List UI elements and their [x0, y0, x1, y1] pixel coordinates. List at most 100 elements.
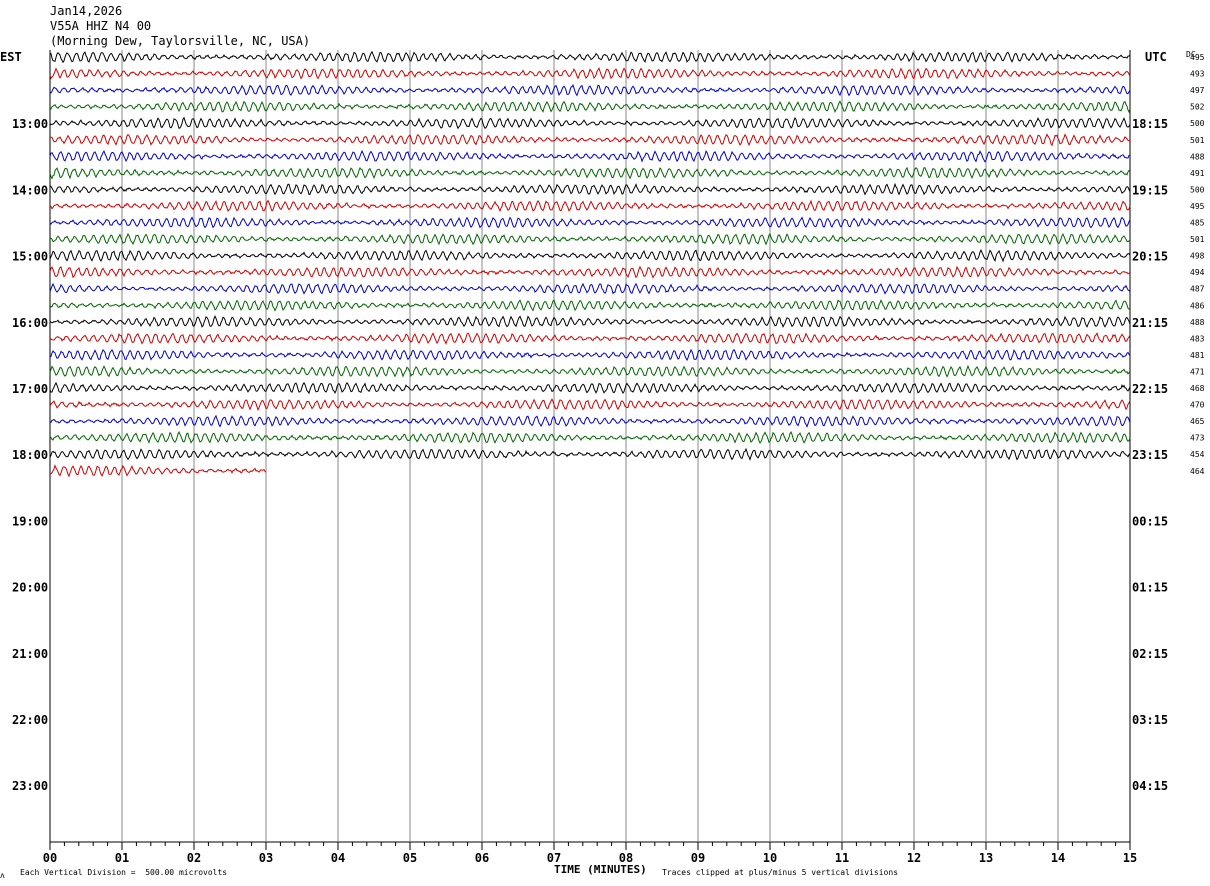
dc-offset-label: 481	[1190, 351, 1205, 360]
utc-hour-label: 01:15	[1132, 581, 1168, 595]
utc-hour-label: 02:15	[1132, 647, 1168, 661]
x-tick-label: 01	[115, 851, 129, 865]
est-hour-label: 15:00	[12, 250, 48, 264]
seismic-trace	[49, 381, 1131, 395]
x-tick-label: 00	[43, 851, 57, 865]
dc-offset-label: 500	[1190, 119, 1205, 128]
seismic-trace	[49, 50, 1131, 64]
seismic-trace	[49, 199, 1131, 213]
dc-offset-label: 471	[1190, 367, 1205, 376]
dc-offset-label: 495	[1190, 202, 1205, 211]
seismic-trace	[49, 166, 1131, 180]
dc-offset-label: 500	[1190, 185, 1205, 194]
est-hour-label: 13:00	[12, 117, 48, 131]
x-tick-label: 15	[1123, 851, 1137, 865]
x-tick-label: 11	[835, 851, 849, 865]
x-tick-label: 03	[259, 851, 273, 865]
utc-hour-label: 21:15	[1132, 316, 1168, 330]
seismic-trace	[49, 447, 1131, 462]
est-hour-label: 20:00	[12, 581, 48, 595]
est-hour-label: 17:00	[12, 382, 48, 396]
utc-hour-label: 22:15	[1132, 382, 1168, 396]
dc-header: DC	[1186, 50, 1196, 59]
seismic-trace	[49, 398, 1131, 412]
dc-offset-label: 485	[1190, 219, 1205, 228]
est-hour-label: 14:00	[12, 183, 48, 197]
utc-hour-label: 00:15	[1132, 514, 1168, 528]
dc-offset-label: 497	[1190, 86, 1205, 95]
station-code: V55A HHZ N4 00	[50, 19, 152, 33]
x-tick-label: 12	[907, 851, 921, 865]
x-tick-label: 07	[547, 851, 561, 865]
seismic-trace	[49, 216, 1131, 229]
dc-offset-label: 498	[1190, 252, 1205, 261]
chart-date: Jan14,2026	[50, 4, 123, 18]
est-hour-label: 21:00	[12, 647, 48, 661]
seismic-trace	[49, 364, 1131, 378]
dc-offset-label: 470	[1190, 401, 1205, 410]
dc-offset-label: 493	[1190, 70, 1205, 79]
x-tick-label: 06	[475, 851, 489, 865]
utc-hour-label: 20:15	[1132, 250, 1168, 264]
x-axis-title: TIME (MINUTES)	[554, 863, 647, 876]
utc-hour-label: 03:15	[1132, 713, 1168, 727]
seismic-trace	[49, 265, 1131, 279]
seismic-trace	[49, 248, 1131, 263]
seismic-trace	[49, 299, 1131, 312]
seismic-trace	[49, 232, 1131, 246]
station-location: (Morning Dew, Taylorsville, NC, USA)	[50, 34, 311, 48]
seismic-trace	[49, 116, 1131, 130]
dc-offset-label: 488	[1190, 318, 1205, 327]
est-hour-label: 18:00	[12, 448, 48, 462]
utc-hour-label: 18:15	[1132, 117, 1168, 131]
x-tick-label: 04	[331, 851, 345, 865]
utc-label: UTC	[1145, 50, 1167, 64]
dc-offset-label: 465	[1190, 417, 1205, 426]
seismic-trace	[49, 314, 1131, 328]
dc-offset-label: 483	[1190, 334, 1205, 343]
dc-offset-label: 494	[1190, 268, 1205, 277]
seismic-trace	[50, 133, 1131, 147]
dc-offset-label: 495	[1190, 53, 1205, 62]
seismic-trace	[49, 182, 1131, 196]
x-tick-label: 05	[403, 851, 417, 865]
seismic-trace	[49, 66, 1131, 80]
est-hour-label: 19:00	[12, 514, 48, 528]
seismic-trace	[49, 464, 267, 478]
utc-hour-label: 23:15	[1132, 448, 1168, 462]
seismic-trace	[49, 332, 1131, 345]
x-tick-label: 02	[187, 851, 201, 865]
corner-mark: ʌ	[0, 871, 5, 880]
seismic-trace	[49, 282, 1131, 295]
dc-offset-label: 501	[1190, 235, 1205, 244]
dc-offset-label: 464	[1190, 467, 1205, 476]
x-tick-label: 10	[763, 851, 777, 865]
dc-offset-label: 501	[1190, 136, 1205, 145]
utc-hour-label: 04:15	[1132, 779, 1168, 793]
x-tick-label: 08	[619, 851, 633, 865]
dc-offset-label: 454	[1190, 450, 1205, 459]
x-tick-label: 09	[691, 851, 705, 865]
seismic-trace	[49, 348, 1131, 362]
dc-offset-label: 502	[1190, 103, 1205, 112]
x-tick-label: 13	[979, 851, 993, 865]
seismic-trace	[49, 83, 1131, 97]
clip-note: Traces clipped at plus/minus 5 vertical …	[662, 868, 899, 877]
dc-offset-label: 473	[1190, 434, 1205, 443]
x-tick-label: 14	[1051, 851, 1065, 865]
scale-note: Each Vertical Division = 500.00 microvol…	[20, 868, 228, 877]
seismic-trace	[49, 149, 1130, 163]
est-hour-label: 22:00	[12, 713, 48, 727]
est-hour-label: 23:00	[12, 779, 48, 793]
utc-hour-label: 19:15	[1132, 183, 1168, 197]
seismic-trace	[49, 430, 1131, 445]
dc-offset-label: 486	[1190, 301, 1205, 310]
seismic-trace	[49, 414, 1131, 428]
dc-offset-label: 468	[1190, 384, 1205, 393]
dc-offset-label: 487	[1190, 285, 1205, 294]
seismic-trace	[49, 100, 1131, 114]
dc-offset-label: 488	[1190, 152, 1205, 161]
est-label: EST	[0, 50, 22, 64]
dc-offset-label: 491	[1190, 169, 1205, 178]
